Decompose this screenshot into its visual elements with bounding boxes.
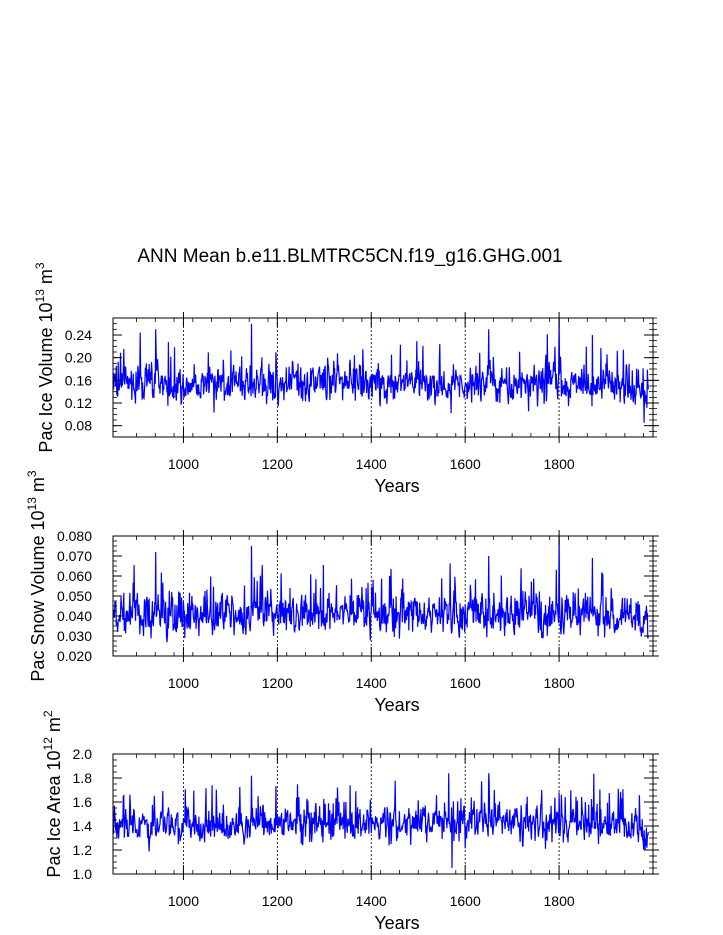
x-tick-label: 1200	[262, 456, 293, 472]
y-tick-label: 2.0	[73, 746, 93, 762]
x-tick-label: 1200	[262, 675, 293, 691]
panel-2: 1000 1200 1400 1600 1800 0.020 0.030 0.040 0.050…	[25, 470, 659, 715]
y-axis-title-unit-exponent: 3	[33, 262, 47, 269]
y-axis-title-text: Pac Ice Area 10	[44, 750, 64, 877]
y-tick-label: 0.060	[57, 568, 92, 584]
series-line	[112, 317, 649, 423]
y-axis-title-exponent: 13	[33, 289, 47, 303]
y-tick-label: 0.20	[65, 350, 92, 366]
y-tick-label: 0.070	[57, 548, 92, 564]
x-tick-label: 1600	[450, 893, 481, 909]
x-tick-label: 1000	[168, 456, 199, 472]
y-tick-label: 0.080	[57, 528, 92, 544]
x-tick-label: 1000	[168, 893, 199, 909]
series-line	[112, 773, 649, 869]
y-axis-title: Pac Ice Area 1012 m2	[41, 710, 64, 877]
y-tick-label: 1.0	[73, 866, 93, 882]
y-axis-title-unit: m	[36, 269, 56, 289]
x-tick-label: 1800	[544, 456, 575, 472]
y-tick-label: 0.08	[65, 418, 92, 434]
y-tick-label: 0.24	[65, 327, 92, 343]
y-axis-title-unit-exponent: 2	[41, 710, 55, 717]
y-tick-label: 0.030	[57, 628, 92, 644]
x-axis-title: Years	[374, 913, 419, 933]
y-tick-label: 0.020	[57, 648, 92, 664]
y-axis-title: Pac Snow Volume 1013 m3	[25, 470, 48, 681]
panel-3: 1000 1200 1400 1600 1800 1.0 1.2 1.4 1.6 1.8 2.0 Ye…	[41, 710, 659, 933]
x-tick-label: 1600	[450, 675, 481, 691]
x-tick-label: 1400	[356, 456, 387, 472]
y-tick-label: 1.4	[73, 818, 93, 834]
x-tick-label: 1400	[356, 675, 387, 691]
y-tick-label: 0.12	[65, 395, 92, 411]
y-tick-label: 0.040	[57, 608, 92, 624]
plot-frame	[112, 317, 654, 438]
x-tick-label: 1400	[356, 893, 387, 909]
y-axis-title: Pac Ice Volume 1013 m3	[33, 262, 56, 452]
y-axis-title-unit: m	[28, 477, 48, 497]
y-tick-label: 1.2	[73, 842, 93, 858]
x-tick-label: 1800	[544, 675, 575, 691]
y-axis-title-exponent: 12	[41, 737, 55, 751]
chart-title: ANN Mean b.e11.BLMTRC5CN.f19_g16.GHG.001	[137, 246, 563, 267]
x-axis-title: Years	[374, 695, 419, 715]
y-tick-label: 0.050	[57, 588, 92, 604]
plot-frame	[112, 535, 654, 657]
series-line	[112, 535, 649, 643]
x-tick-label: 1800	[544, 893, 575, 909]
y-tick-label: 0.16	[65, 372, 92, 388]
y-axis-title-unit-exponent: 3	[25, 470, 39, 477]
y-axis-title-unit: m	[44, 717, 64, 737]
y-tick-label: 1.6	[73, 794, 93, 810]
x-tick-label: 1600	[450, 456, 481, 472]
y-axis-title-text: Pac Ice Volume 10	[36, 302, 56, 452]
y-axis-title-exponent: 13	[25, 497, 39, 511]
x-tick-label: 1000	[168, 675, 199, 691]
x-tick-label: 1200	[262, 893, 293, 909]
y-tick-label: 1.8	[73, 770, 93, 786]
x-axis-title: Years	[374, 476, 419, 496]
panel-1: 1000 1200 1400 1600 1800 0.08 0.12 0.16 0.20 0.24…	[33, 262, 659, 496]
y-axis-title-text: Pac Snow Volume 10	[28, 510, 48, 681]
